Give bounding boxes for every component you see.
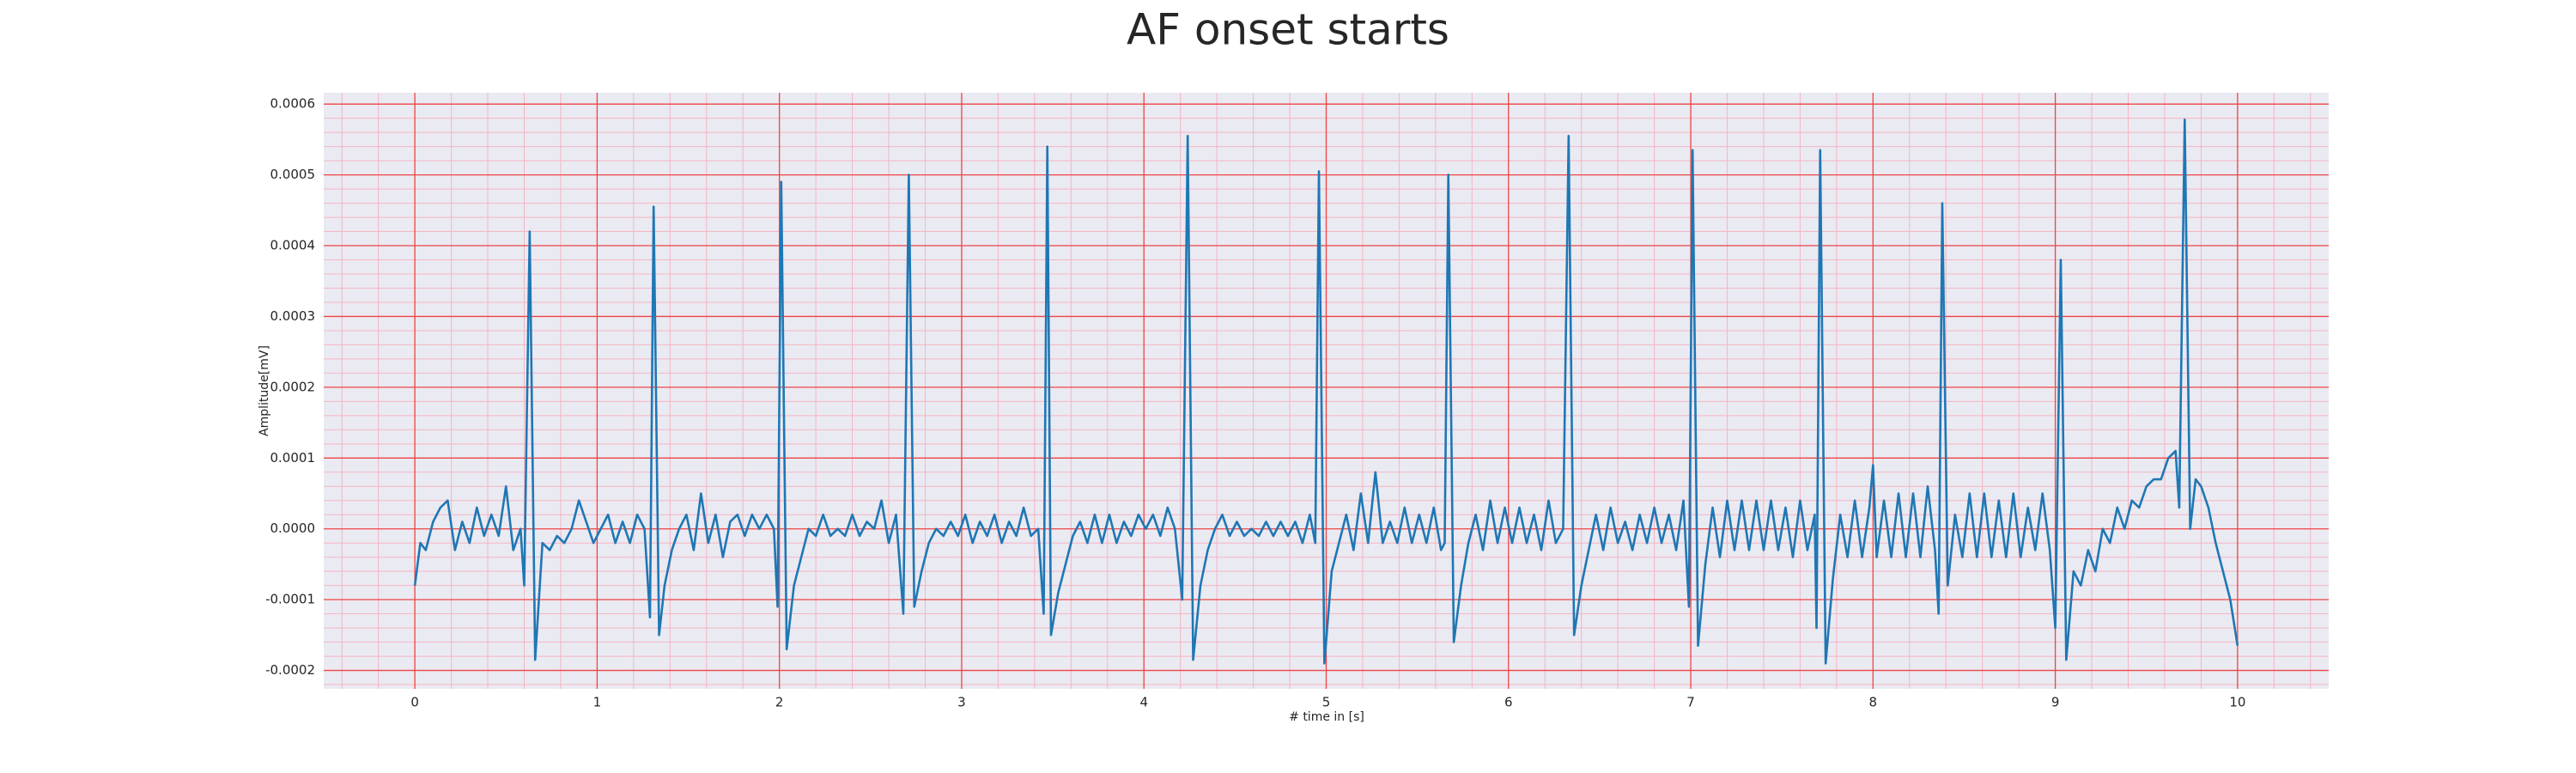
- y-axis-label: Amplitude[mV]: [258, 345, 271, 436]
- y-tick-label: 0.0001: [270, 450, 316, 466]
- x-tick-label: 3: [957, 695, 966, 710]
- x-axis-label: # time in [s]: [1289, 710, 1364, 724]
- x-tick-label: 4: [1139, 695, 1148, 710]
- ecg-line: [413, 119, 2239, 665]
- y-tick-label: 0.0003: [270, 308, 316, 324]
- x-tick-label: 6: [1504, 695, 1513, 710]
- y-tick-label: -0.0002: [265, 662, 315, 678]
- x-tick-label: 2: [775, 695, 784, 710]
- x-tick-label: 7: [1686, 695, 1695, 710]
- y-tick-label: 0.0002: [270, 379, 316, 394]
- x-tick-label: 9: [2051, 695, 2060, 710]
- x-tick-label: 10: [2229, 695, 2245, 710]
- x-tick-label: 1: [593, 695, 602, 710]
- x-tick-label: 5: [1322, 695, 1331, 710]
- y-tick-label: -0.0001: [265, 592, 315, 607]
- y-tick-label: 0.0005: [270, 167, 316, 182]
- chart-title: AF onset starts: [1127, 5, 1449, 55]
- y-tick-label: 0.0006: [270, 96, 316, 112]
- y-tick-label: 0.0000: [270, 520, 316, 536]
- x-tick-label: 8: [1869, 695, 1878, 710]
- x-tick-label: 0: [410, 695, 419, 710]
- y-tick-label: 0.0004: [270, 238, 316, 253]
